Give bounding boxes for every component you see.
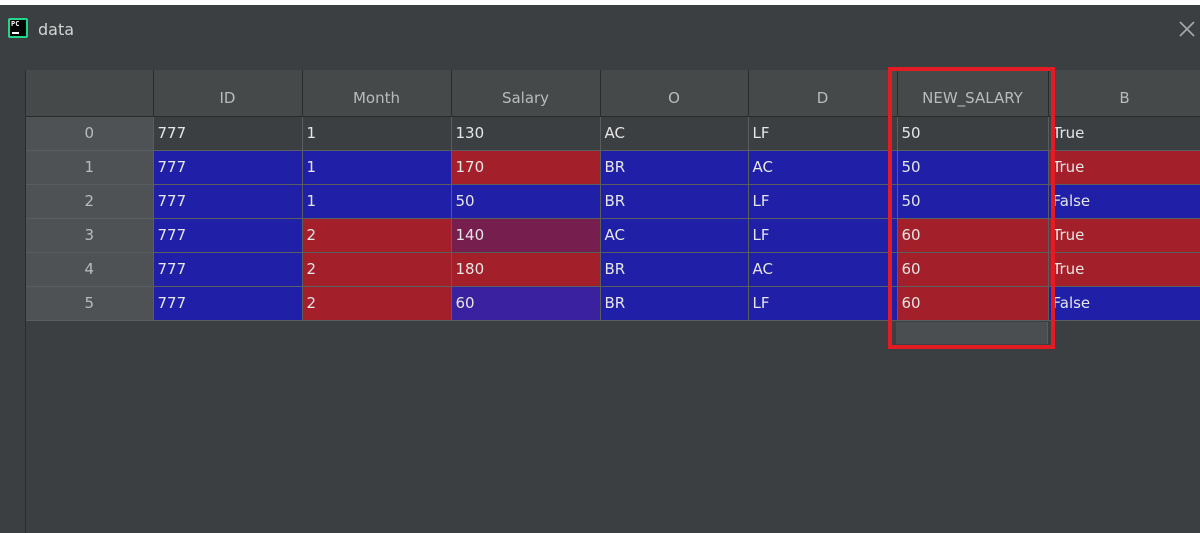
- cell-d[interactable]: LF: [748, 218, 898, 253]
- table-header-row: ID Month Salary O D NEW_SALARY B: [26, 70, 1200, 117]
- column-header-salary[interactable]: Salary: [451, 70, 601, 117]
- cell-o[interactable]: BR: [600, 252, 749, 287]
- cell-month[interactable]: 2: [302, 218, 452, 253]
- column-header-id[interactable]: ID: [153, 70, 303, 117]
- cell-id[interactable]: 777: [153, 116, 303, 151]
- cell-o[interactable]: BR: [600, 286, 749, 321]
- table-row[interactable]: 5 777 2 60 BR LF 60 False: [26, 286, 1200, 321]
- cell-o[interactable]: BR: [600, 184, 749, 219]
- column-header-d[interactable]: D: [748, 70, 898, 117]
- cell-salary[interactable]: 50: [451, 184, 601, 219]
- cell-id[interactable]: 777: [153, 184, 303, 219]
- cell-b[interactable]: True: [1048, 252, 1200, 287]
- column-header-o[interactable]: O: [600, 70, 749, 117]
- close-icon[interactable]: [1176, 18, 1198, 40]
- new-salary-column-tail: [896, 322, 1048, 344]
- cell-salary[interactable]: 180: [451, 252, 601, 287]
- cell-id[interactable]: 777: [153, 286, 303, 321]
- cell-d[interactable]: AC: [748, 252, 898, 287]
- cell-new-salary[interactable]: 60: [897, 218, 1049, 253]
- row-index: 0: [26, 116, 154, 151]
- cell-d[interactable]: LF: [748, 116, 898, 151]
- cell-d[interactable]: AC: [748, 150, 898, 185]
- cell-month[interactable]: 2: [302, 252, 452, 287]
- table-row[interactable]: 2 777 1 50 BR LF 50 False: [26, 184, 1200, 219]
- row-index: 1: [26, 150, 154, 185]
- table-row[interactable]: 3 777 2 140 AC LF 60 True: [26, 218, 1200, 253]
- row-index: 4: [26, 252, 154, 287]
- cell-b[interactable]: False: [1048, 184, 1200, 219]
- cell-month[interactable]: 2: [302, 286, 452, 321]
- cell-b[interactable]: True: [1048, 218, 1200, 253]
- cell-new-salary[interactable]: 50: [897, 184, 1049, 219]
- pycharm-icon: PC: [8, 18, 28, 38]
- column-header-month[interactable]: Month: [302, 70, 452, 117]
- cell-o[interactable]: AC: [600, 116, 749, 151]
- cell-b[interactable]: True: [1048, 150, 1200, 185]
- cell-salary[interactable]: 170: [451, 150, 601, 185]
- cell-d[interactable]: LF: [748, 286, 898, 321]
- table-row[interactable]: 1 777 1 170 BR AC 50 True: [26, 150, 1200, 185]
- cell-b[interactable]: True: [1048, 116, 1200, 151]
- cell-id[interactable]: 777: [153, 150, 303, 185]
- cell-month[interactable]: 1: [302, 150, 452, 185]
- cell-salary[interactable]: 60: [451, 286, 601, 321]
- cell-new-salary[interactable]: 60: [897, 252, 1049, 287]
- table-row[interactable]: 0 777 1 130 AC LF 50 True: [26, 116, 1200, 151]
- window-title: data: [38, 20, 75, 39]
- title-bar: PC data: [0, 5, 1200, 57]
- cell-salary[interactable]: 140: [451, 218, 601, 253]
- column-header-new-salary[interactable]: NEW_SALARY: [897, 70, 1049, 117]
- table-row[interactable]: 4 777 2 180 BR AC 60 True: [26, 252, 1200, 287]
- cell-b[interactable]: False: [1048, 286, 1200, 321]
- cell-id[interactable]: 777: [153, 252, 303, 287]
- window-top-edge: [0, 0, 1200, 5]
- cell-month[interactable]: 1: [302, 184, 452, 219]
- row-index: 5: [26, 286, 154, 321]
- row-index: 3: [26, 218, 154, 253]
- cell-new-salary[interactable]: 50: [897, 150, 1049, 185]
- row-index: 2: [26, 184, 154, 219]
- cell-id[interactable]: 777: [153, 218, 303, 253]
- cell-month[interactable]: 1: [302, 116, 452, 151]
- column-header-index[interactable]: [26, 70, 154, 117]
- cell-o[interactable]: BR: [600, 150, 749, 185]
- cell-d[interactable]: LF: [748, 184, 898, 219]
- dataframe-table: ID Month Salary O D NEW_SALARY B 0 777 1…: [25, 70, 1200, 533]
- cell-salary[interactable]: 130: [451, 116, 601, 151]
- cell-new-salary[interactable]: 60: [897, 286, 1049, 321]
- column-header-b[interactable]: B: [1048, 70, 1200, 117]
- cell-o[interactable]: AC: [600, 218, 749, 253]
- cell-new-salary[interactable]: 50: [897, 116, 1049, 151]
